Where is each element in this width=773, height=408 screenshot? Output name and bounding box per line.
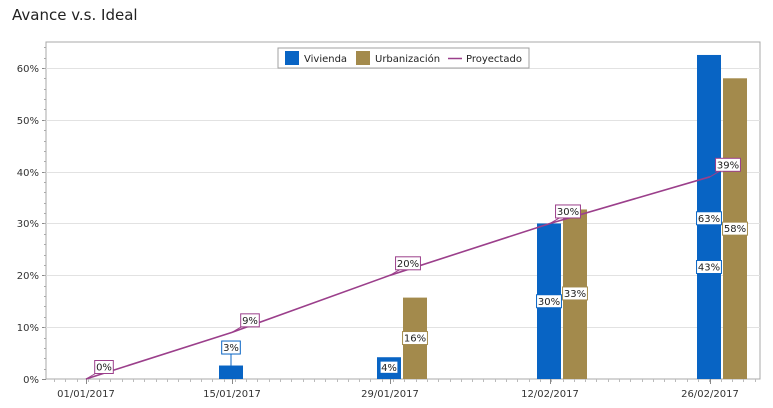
label-vivienda-text: 63%: [698, 214, 720, 225]
label-proyectado-box: [94, 360, 114, 374]
y-tick-label: 60%: [17, 64, 39, 75]
label-annotation-text: 43%: [698, 263, 720, 274]
label-urbanizacion: 58%: [722, 221, 748, 236]
label-proyectado: 0%: [94, 360, 114, 374]
label-urbanizacion: 33%: [562, 286, 588, 301]
label-proyectado: 20%: [395, 256, 421, 271]
chart-title: Avance v.s. Ideal: [12, 6, 138, 24]
legend-item: Vivienda: [285, 51, 347, 65]
label-vivienda-box: [536, 294, 562, 309]
label-proyectado-text: 30%: [557, 207, 579, 218]
label-proyectado: 39%: [715, 157, 741, 172]
label-urbanizacion-text: 33%: [564, 289, 586, 300]
x-tick-label: 01/01/2017: [57, 389, 115, 400]
legend: Vivienda Urbanización Proyectado: [277, 47, 530, 69]
x-tick-label: 12/02/2017: [521, 389, 579, 400]
label-urbanizacion-box: [562, 286, 588, 301]
label-vivienda-text: 30%: [538, 297, 560, 308]
x-tick-label: 26/02/2017: [681, 389, 739, 400]
legend-label: Vivienda: [304, 54, 347, 65]
label-proyectado-text: 9%: [242, 316, 258, 327]
label-vivienda-text: 4%: [381, 363, 397, 374]
label-proyectado: 9%: [240, 313, 260, 328]
legend-label: Urbanización: [375, 53, 440, 65]
label-proyectado-box: [240, 313, 260, 328]
bar-vivienda: [219, 365, 243, 379]
label-urbanizacion-box: [722, 221, 748, 236]
label-vivienda-box: [696, 211, 722, 226]
legend-item: Urbanización: [356, 51, 440, 65]
label-vivienda: 4%: [378, 359, 400, 375]
label-urbanizacion-box: [402, 331, 428, 346]
y-tick-label: 20%: [17, 271, 39, 282]
label-vivienda-box: [221, 340, 241, 355]
label-proyectado: 30%: [555, 204, 581, 219]
label-vivienda-text: 3%: [223, 343, 239, 354]
label-proyectado-box: [715, 157, 741, 172]
y-tick-label: 0%: [23, 375, 39, 386]
legend-item: Proyectado: [448, 54, 522, 65]
y-tick-label: 10%: [17, 323, 39, 334]
label-annotation: 43%: [696, 260, 722, 275]
label-urbanizacion-text: 58%: [724, 224, 746, 235]
legend-swatch: [356, 51, 370, 65]
label-vivienda: 63%: [696, 211, 722, 226]
label-urbanizacion-text: 16%: [404, 334, 426, 345]
label-proyectado-text: 0%: [96, 363, 112, 374]
y-tick-label: 40%: [17, 168, 39, 179]
x-tick-label: 29/01/2017: [361, 389, 419, 400]
label-vivienda: 3%: [221, 340, 241, 355]
label-vivienda: 30%: [536, 294, 562, 309]
label-urbanizacion: 16%: [402, 331, 428, 346]
legend-box: [277, 47, 530, 69]
legend-label: Proyectado: [466, 54, 522, 65]
label-proyectado-text: 20%: [397, 259, 419, 270]
y-tick-label: 50%: [17, 116, 39, 127]
label-vivienda-box: [378, 359, 400, 375]
label-annotation-box: [696, 260, 722, 275]
label-proyectado-box: [395, 256, 421, 271]
label-proyectado-box: [555, 204, 581, 219]
legend-swatch: [285, 51, 299, 65]
x-tick-label: 15/01/2017: [203, 389, 261, 400]
y-tick-label: 30%: [17, 219, 39, 230]
label-proyectado-text: 39%: [717, 160, 739, 171]
